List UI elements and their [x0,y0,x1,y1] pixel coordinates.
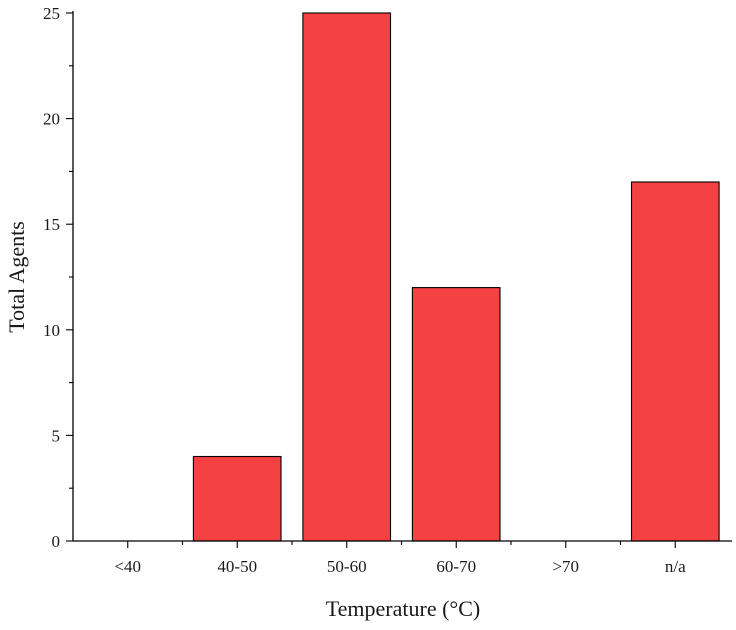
x-tick-label: 40-50 [217,557,257,576]
y-axis-title: Total Agents [4,221,29,333]
y-tick-label: 25 [43,4,60,23]
bar-2 [302,12,392,542]
y-tick-label: 0 [52,532,61,551]
bar-5 [630,181,720,542]
y-tick-label: 15 [43,215,60,234]
x-tick-label: 60-70 [436,557,476,576]
x-tick-label: n/a [665,557,686,576]
x-tick-label: >70 [552,557,579,576]
y-tick-label: 5 [52,426,61,445]
x-tick-label: <40 [114,557,141,576]
bar-3 [411,287,501,542]
bars-layer [192,12,720,542]
x-axis-title: Temperature (°C) [326,596,480,621]
axes-layer [66,11,732,548]
bar-1 [192,455,282,542]
labels-layer: 0 5 10 15 20 25 <40 40-50 50-60 60-70 >70 n/a [43,4,686,576]
y-tick-label: 10 [43,321,60,340]
x-tick-label: 50-60 [327,557,367,576]
y-tick-label: 20 [43,110,60,129]
